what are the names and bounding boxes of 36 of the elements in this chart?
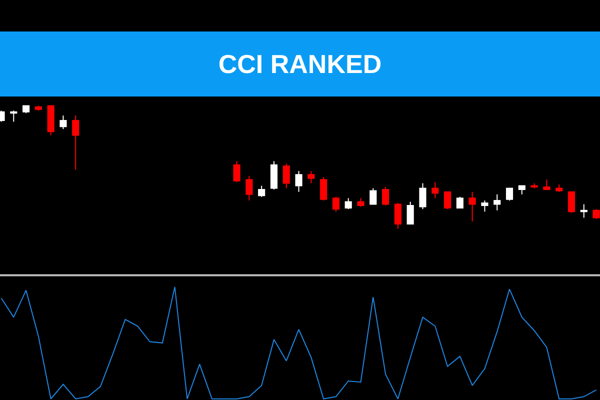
candlestick — [282, 163, 290, 189]
candlestick — [344, 198, 352, 210]
candlestick — [494, 194, 501, 211]
candlestick — [382, 186, 390, 206]
candlestick — [47, 105, 54, 136]
candlestick — [295, 170, 302, 192]
candlestick — [568, 191, 576, 214]
candlestick — [233, 160, 240, 183]
candlestick — [320, 176, 328, 202]
candlestick — [332, 196, 340, 212]
candlestick — [556, 184, 563, 192]
candlestick — [246, 175, 253, 202]
candlestick — [432, 182, 439, 199]
candlestick — [34, 105, 42, 112]
candlestick — [518, 185, 526, 195]
candlestick — [357, 198, 364, 208]
candlestick — [10, 110, 18, 122]
candlestick — [580, 204, 588, 218]
candlestick — [258, 185, 266, 198]
candlestick — [394, 202, 402, 230]
candlestick — [456, 196, 464, 208]
candlestick — [22, 105, 30, 114]
chart-title: CCI RANKED — [218, 49, 382, 79]
candlestick — [60, 115, 67, 130]
candlestick — [506, 188, 514, 202]
candlestick — [308, 170, 315, 184]
candlestick — [481, 200, 488, 212]
candlestick — [543, 179, 550, 190]
candlestick — [419, 182, 426, 210]
candlestick — [406, 201, 414, 224]
candlestick — [468, 191, 476, 222]
candlestick — [444, 191, 452, 210]
candlestick — [370, 188, 377, 205]
candlestick — [270, 160, 278, 190]
candlestick — [592, 208, 600, 220]
candlestick — [72, 115, 80, 170]
